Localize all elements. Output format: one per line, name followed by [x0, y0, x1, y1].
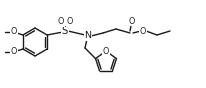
Text: O: O	[11, 27, 17, 37]
Text: O: O	[129, 17, 135, 26]
Text: N: N	[84, 32, 91, 40]
Text: O: O	[58, 18, 64, 26]
Text: O: O	[67, 18, 73, 26]
Text: O: O	[140, 26, 146, 35]
Text: O: O	[103, 46, 109, 56]
Text: O: O	[11, 48, 17, 56]
Text: S: S	[62, 26, 68, 36]
